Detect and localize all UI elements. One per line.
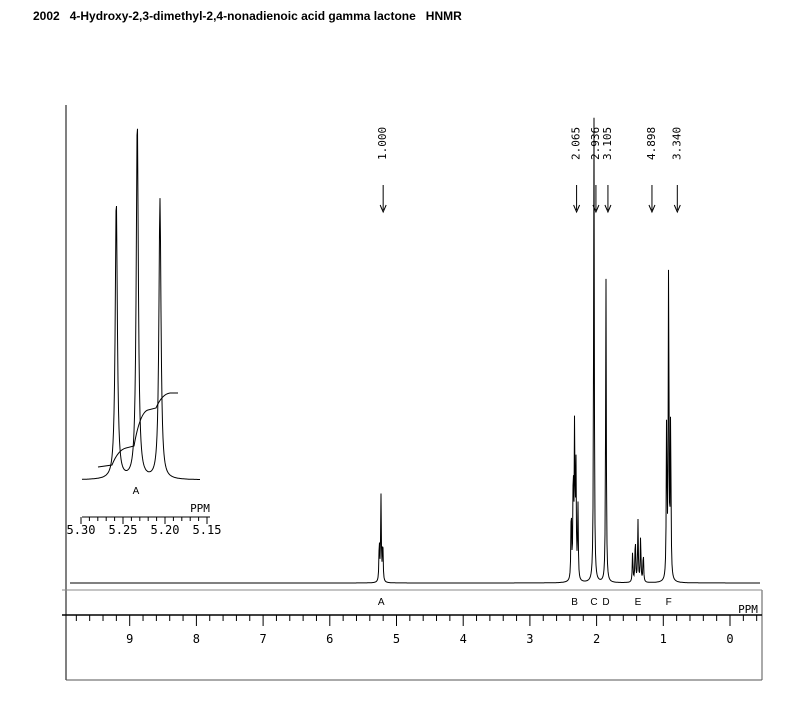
integral-arrowhead <box>673 204 681 214</box>
inset-tick-label: 5.30 <box>67 523 96 537</box>
integral-arrowhead <box>604 204 612 214</box>
x-tick-label: 5 <box>393 632 400 646</box>
peak-label-B: B <box>571 597 578 608</box>
integral-value: 4.898 <box>645 127 658 160</box>
integral-value: 3.340 <box>670 127 683 160</box>
integral-value: 3.105 <box>601 127 614 160</box>
integral-value: 2.065 <box>570 127 583 160</box>
integral-arrowhead <box>379 204 387 214</box>
chart-title: 2002 4-Hydroxy-2,3-dimethyl-2,4-nonadien… <box>33 9 462 23</box>
inset-tick-label: 5.15 <box>193 523 222 537</box>
integral-value: 1.000 <box>376 127 389 160</box>
integral-arrowhead <box>592 204 600 214</box>
x-tick-label: 1 <box>660 632 667 646</box>
x-tick-label: 3 <box>526 632 533 646</box>
peak-label-F: F <box>666 597 672 608</box>
x-axis-label: PPM <box>738 603 758 616</box>
integral-arrowhead <box>648 204 656 214</box>
x-tick-label: 8 <box>193 632 200 646</box>
x-tick-label: 7 <box>259 632 266 646</box>
integral-value: 2.936 <box>589 127 602 160</box>
inset-peak-label: A <box>133 486 140 497</box>
x-tick-label: 4 <box>460 632 467 646</box>
peak-label-E: E <box>635 597 642 608</box>
peak-label-A: A <box>378 597 385 608</box>
x-tick-label: 2 <box>593 632 600 646</box>
x-tick-label: 0 <box>726 632 733 646</box>
inset-integral-curve <box>97 392 178 468</box>
spectrum-line <box>70 117 760 584</box>
x-tick-label: 6 <box>326 632 333 646</box>
integral-arrowhead <box>573 204 581 214</box>
peak-label-D: D <box>602 597 609 608</box>
inset-tick-label: 5.25 <box>109 523 138 537</box>
inset-spectrum-line <box>81 128 200 480</box>
inset-tick-label: 5.20 <box>151 523 180 537</box>
x-tick-label: 9 <box>126 632 133 646</box>
peak-label-C: C <box>590 597 597 608</box>
inset-axis-label: PPM <box>190 502 210 515</box>
